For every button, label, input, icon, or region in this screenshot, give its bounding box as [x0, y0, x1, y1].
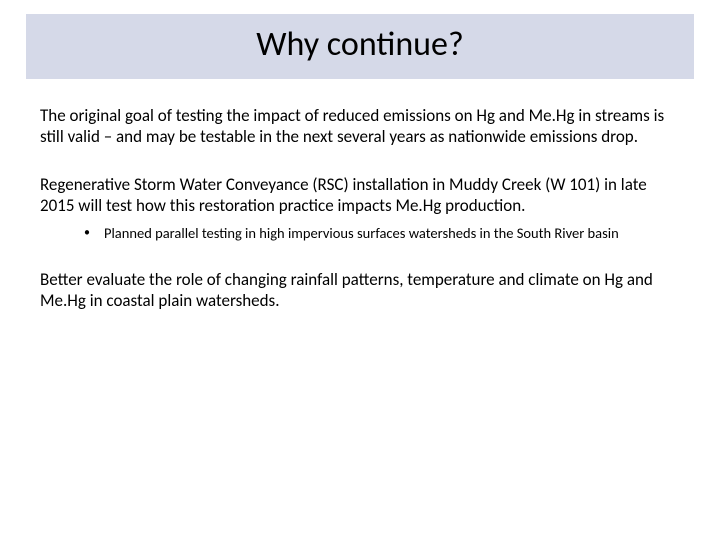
paragraph-2: Regenerative Storm Water Conveyance (RSC… [40, 174, 680, 217]
bullet-text: Planned parallel testing in high impervi… [104, 224, 619, 243]
slide: Why continue? The original goal of testi… [0, 14, 720, 554]
content-area: The original goal of testing the impact … [0, 79, 720, 312]
slide-title: Why continue? [26, 24, 694, 65]
paragraph-3: Better evaluate the role of changing rai… [40, 269, 680, 312]
title-bar: Why continue? [26, 14, 694, 79]
bullet-list: • Planned parallel testing in high imper… [40, 224, 680, 243]
list-item: • Planned parallel testing in high imper… [84, 224, 680, 243]
bullet-dot-icon: • [84, 224, 90, 243]
paragraph-1: The original goal of testing the impact … [40, 105, 680, 148]
